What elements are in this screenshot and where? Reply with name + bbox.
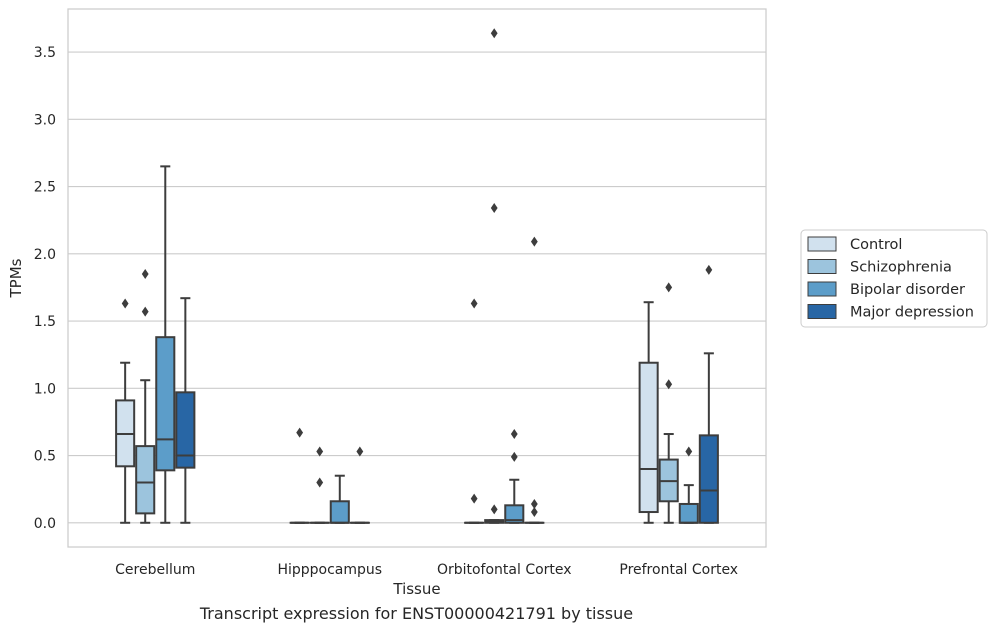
legend-label: Bipolar disorder bbox=[850, 282, 965, 298]
figure-caption: Transcript expression for ENST0000042179… bbox=[199, 604, 634, 623]
outlier-point bbox=[685, 446, 693, 457]
box-bipolar-disorder bbox=[155, 165, 176, 524]
legend: Control Schizophrenia Bipolar disorder Majo… bbox=[800, 229, 988, 328]
legend-frame bbox=[800, 229, 988, 328]
legend-swatch bbox=[807, 236, 837, 252]
y-tick-label: 3.0 bbox=[34, 112, 56, 128]
box-schizophrenia bbox=[135, 268, 156, 524]
outlier-point bbox=[510, 429, 518, 440]
x-tick-label: Hipppocampus bbox=[277, 562, 382, 578]
y-tick-label: 3.5 bbox=[34, 45, 56, 61]
outlier-point bbox=[665, 282, 673, 293]
box-bipolar-disorder bbox=[329, 474, 350, 524]
box-major-depression bbox=[698, 264, 719, 524]
box-body bbox=[678, 502, 699, 524]
outlier-point bbox=[470, 493, 478, 504]
legend-label: Major depression bbox=[850, 305, 974, 321]
legend-swatch bbox=[807, 281, 837, 297]
box-major-depression bbox=[175, 297, 196, 524]
y-tick-label: 2.5 bbox=[34, 180, 56, 196]
box-control bbox=[464, 298, 485, 524]
outlier-point bbox=[296, 427, 304, 438]
legend-swatch bbox=[807, 259, 837, 274]
box-schizophrenia bbox=[309, 446, 330, 524]
box-control bbox=[289, 427, 310, 524]
legend-label: Schizophrenia bbox=[850, 260, 952, 276]
box-body bbox=[504, 504, 525, 524]
y-axis-label: TPMs bbox=[7, 258, 25, 298]
box-body bbox=[135, 445, 156, 515]
x-tick-label: Prefrontal Cortex bbox=[619, 562, 738, 578]
box-body bbox=[329, 500, 350, 524]
outlier-point bbox=[665, 379, 673, 390]
legend-label: Control bbox=[850, 237, 902, 253]
box-body bbox=[638, 361, 659, 514]
x-tick-label: Cerebellum bbox=[115, 562, 195, 578]
box-body bbox=[155, 336, 176, 472]
outlier-point bbox=[141, 268, 149, 279]
x-axis-ticks: Cerebellum Hipppocampus Orbitofontal Corte… bbox=[115, 562, 738, 578]
box-control bbox=[638, 301, 659, 524]
outlier-point bbox=[490, 203, 498, 214]
x-axis-label: Tissue bbox=[392, 580, 440, 598]
outlier-point bbox=[356, 446, 364, 457]
plot-marks bbox=[115, 28, 719, 524]
box-major-depression bbox=[524, 236, 545, 524]
outlier-point bbox=[530, 507, 538, 518]
box-bipolar-disorder bbox=[504, 429, 525, 524]
plot-frame bbox=[67, 8, 767, 548]
outlier-point bbox=[470, 298, 478, 309]
box-major-depression bbox=[349, 446, 370, 524]
y-axis-ticks: 0.0 0.5 1.0 1.5 2.0 2.5 3.0 3.5 bbox=[34, 45, 56, 532]
y-tick-label: 1.5 bbox=[34, 314, 56, 330]
box-control bbox=[115, 298, 136, 524]
box-bipolar-disorder bbox=[678, 446, 699, 524]
box-schizophrenia bbox=[484, 28, 505, 524]
box-body bbox=[175, 391, 196, 469]
outlier-point bbox=[316, 477, 324, 488]
outlier-point bbox=[510, 451, 518, 462]
outlier-point bbox=[316, 446, 324, 457]
y-tick-label: 2.0 bbox=[34, 247, 56, 263]
outlier-point bbox=[530, 236, 538, 247]
outlier-point bbox=[121, 298, 129, 309]
outlier-point bbox=[705, 264, 713, 275]
box-schizophrenia bbox=[658, 282, 679, 524]
outlier-point bbox=[141, 306, 149, 317]
y-tick-label: 1.0 bbox=[34, 381, 56, 397]
legend-swatch bbox=[807, 304, 837, 319]
y-tick-label: 0.0 bbox=[34, 516, 56, 532]
x-tick-label: Orbitofontal Cortex bbox=[437, 562, 572, 578]
outlier-point bbox=[530, 498, 538, 509]
outlier-point bbox=[490, 504, 498, 515]
outlier-point bbox=[490, 28, 498, 39]
box-body bbox=[698, 434, 719, 524]
y-tick-label: 0.5 bbox=[34, 449, 56, 465]
